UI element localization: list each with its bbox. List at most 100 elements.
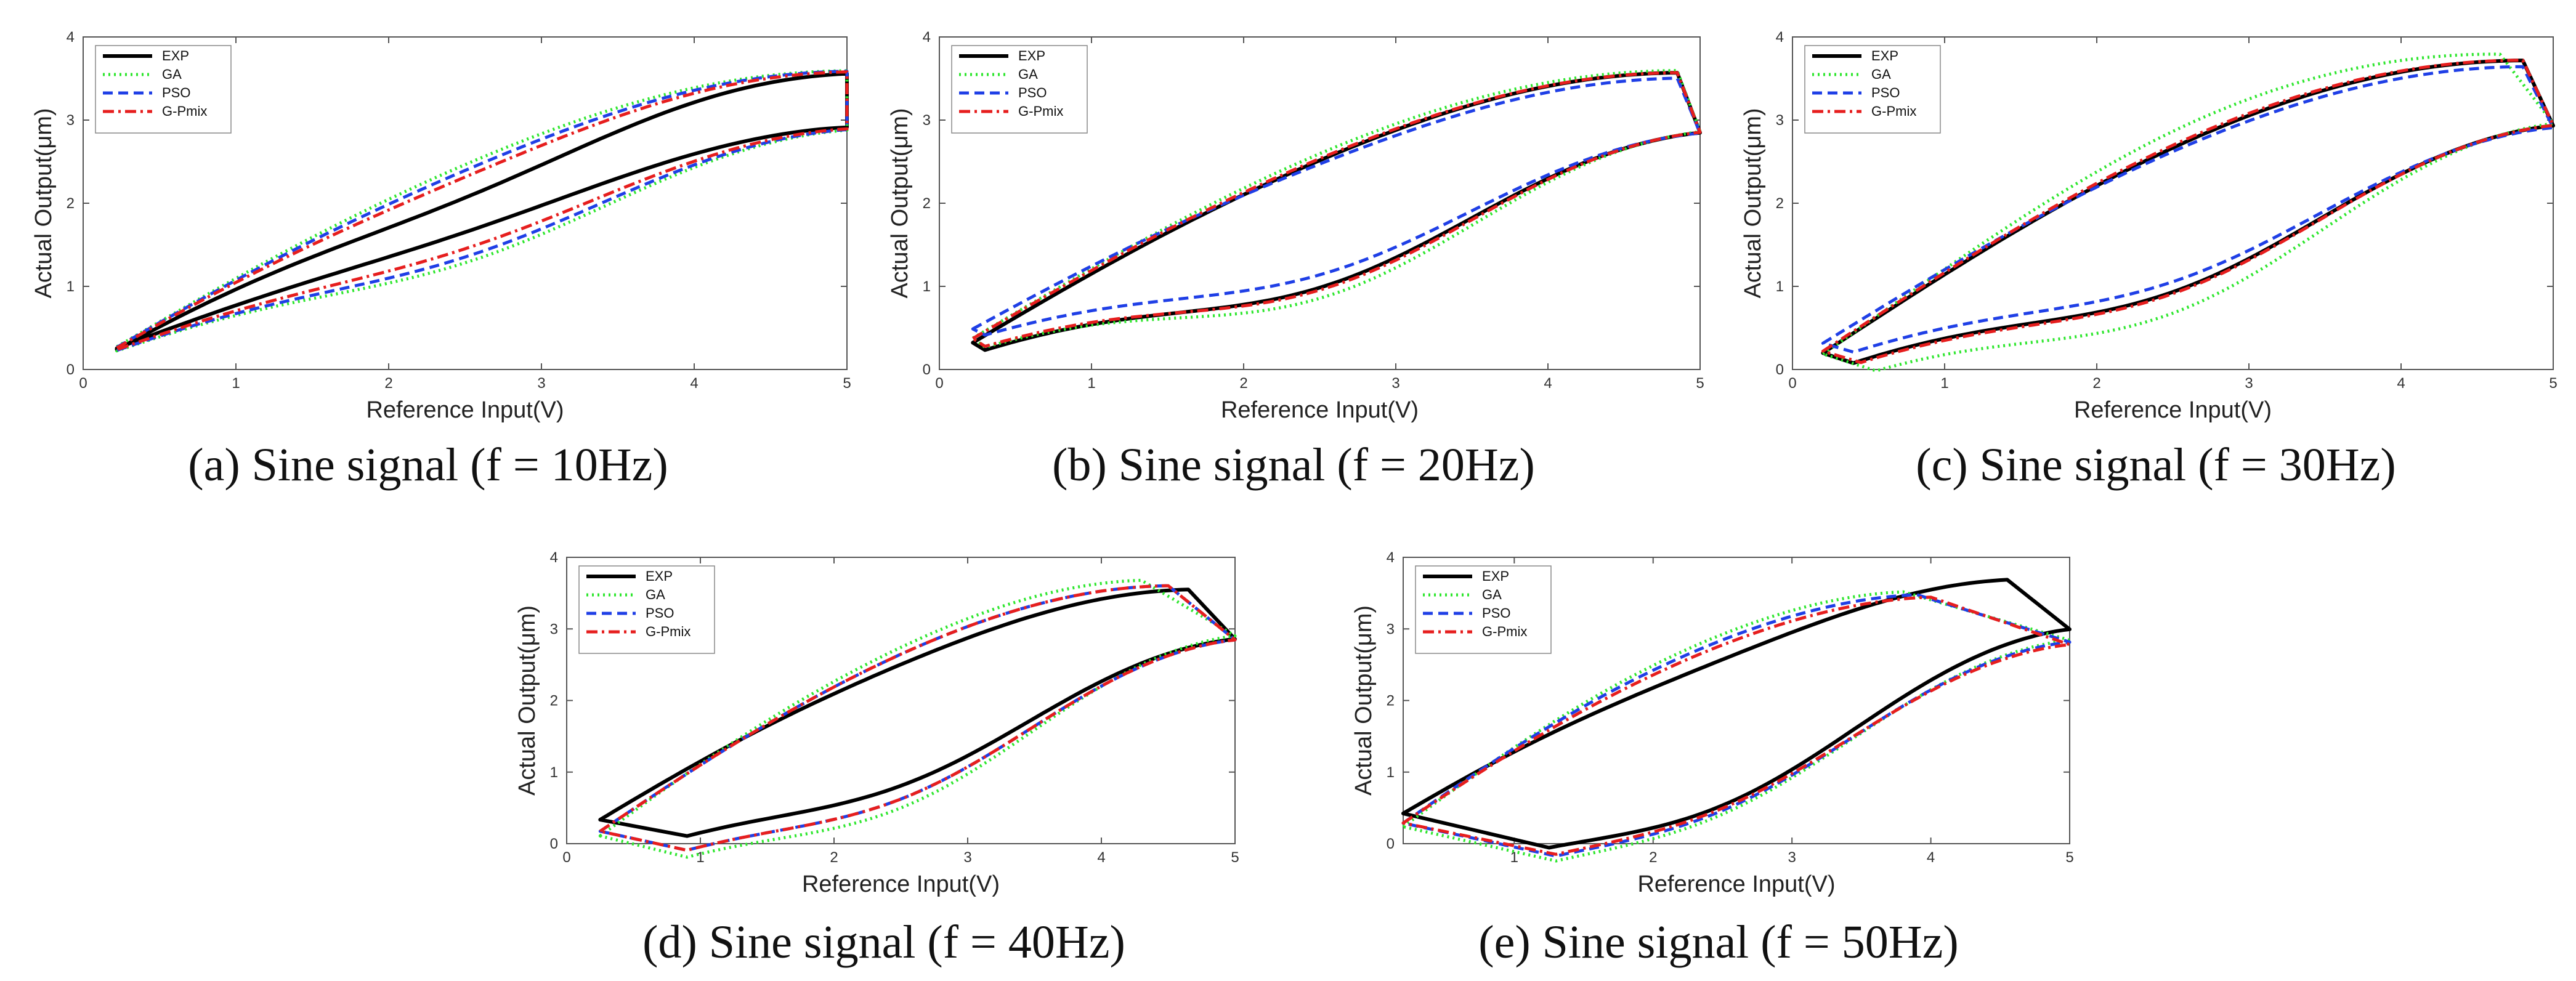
legend-label-ga: GA xyxy=(162,67,182,82)
legend-box xyxy=(95,45,232,134)
y-tick-label: 1 xyxy=(1776,278,1784,295)
legend-label-g-pmix: G-Pmix xyxy=(162,103,207,119)
legend-label-g-pmix: G-Pmix xyxy=(1018,103,1063,119)
legend-label-pso: PSO xyxy=(646,605,674,621)
x-axis-label: Reference Input(V) xyxy=(1637,871,1835,897)
series-line-pso xyxy=(115,70,849,352)
y-tick-label: 0 xyxy=(550,836,558,852)
y-axis-label: Actual Output(μm) xyxy=(1351,605,1377,796)
y-tick-label: 4 xyxy=(1387,549,1395,566)
y-tick-label: 1 xyxy=(923,278,931,295)
y-tick-label: 2 xyxy=(923,195,931,212)
series-line-g-pmix xyxy=(115,70,849,352)
x-tick-label: 5 xyxy=(2549,375,2557,392)
x-axis-label: Reference Input(V) xyxy=(1221,397,1419,423)
x-tick-label: 0 xyxy=(562,849,570,866)
caption: (d) Sine signal (f = 40Hz) xyxy=(642,916,1125,968)
series-line-g-pmix xyxy=(1401,595,2072,856)
legend-label-g-pmix: G-Pmix xyxy=(1482,624,1527,639)
series-line-ga xyxy=(598,578,1237,859)
y-tick-label: 4 xyxy=(1776,29,1784,46)
y-tick-label: 4 xyxy=(923,29,931,46)
legend-label-g-pmix: G-Pmix xyxy=(1871,103,1916,119)
series-line-g-pmix xyxy=(971,71,1702,348)
y-tick-label: 2 xyxy=(1387,693,1395,709)
x-tick-label: 2 xyxy=(830,849,838,866)
x-tick-label: 1 xyxy=(232,375,240,392)
legend-box xyxy=(1804,45,1941,134)
y-tick-label: 2 xyxy=(550,693,558,709)
x-tick-label: 5 xyxy=(843,375,851,392)
x-tick-label: 0 xyxy=(1788,375,1796,392)
legend: EXP GA PSO G-Pmix xyxy=(578,565,715,654)
x-axis-label: Reference Input(V) xyxy=(2074,397,2272,423)
legend: EXP GA PSO G-Pmix xyxy=(1804,45,1941,134)
legend-label-pso: PSO xyxy=(1871,85,1900,100)
caption: (b) Sine signal (f = 20Hz) xyxy=(1052,439,1535,491)
x-tick-label: 2 xyxy=(1649,849,1657,866)
x-tick-label: 5 xyxy=(2065,849,2073,866)
series-line-ga xyxy=(971,69,1702,349)
legend-label-exp: EXP xyxy=(1482,568,1509,584)
caption: (c) Sine signal (f = 30Hz) xyxy=(1916,439,2396,491)
legend-label-pso: PSO xyxy=(1018,85,1047,100)
legend-label-pso: PSO xyxy=(162,85,190,100)
y-tick-label: 3 xyxy=(1387,621,1395,637)
legend-box xyxy=(951,45,1088,134)
legend: EXP GA PSO G-Pmix xyxy=(1415,565,1552,654)
x-tick-label: 2 xyxy=(384,375,392,392)
y-tick-label: 3 xyxy=(923,112,931,129)
series-line-pso xyxy=(1401,593,2072,858)
y-tick-label: 0 xyxy=(1776,361,1784,378)
legend: EXP GA PSO G-Pmix xyxy=(95,45,232,134)
y-tick-label: 1 xyxy=(67,278,75,295)
x-tick-label: 3 xyxy=(2245,375,2253,392)
x-tick-label: 2 xyxy=(1239,375,1247,392)
x-tick-label: 0 xyxy=(79,375,87,392)
series-line-exp xyxy=(1401,578,2072,850)
legend-label-ga: GA xyxy=(1482,587,1502,602)
x-tick-label: 1 xyxy=(1940,375,1948,392)
x-tick-label: 4 xyxy=(2397,375,2405,392)
legend-label-ga: GA xyxy=(1018,67,1038,82)
legend-box xyxy=(578,565,715,654)
y-tick-label: 0 xyxy=(1387,836,1395,852)
legend-label-exp: EXP xyxy=(646,568,673,584)
y-tick-label: 3 xyxy=(550,621,558,637)
y-tick-label: 1 xyxy=(550,764,558,781)
y-tick-label: 3 xyxy=(1776,112,1784,129)
chart-panel-5: 1 2 3 4 5 0 1 2 3 4 Reference Input(V) Actual Outpu… xyxy=(1351,549,2074,968)
legend-label-exp: EXP xyxy=(1018,48,1045,63)
y-axis-label: Actual Output(μm) xyxy=(514,605,540,796)
x-tick-label: 4 xyxy=(1927,849,1935,866)
y-tick-label: 2 xyxy=(67,195,75,212)
legend-label-exp: EXP xyxy=(162,48,189,63)
caption: (e) Sine signal (f = 50Hz) xyxy=(1478,916,1958,968)
x-axis-label: Reference Input(V) xyxy=(802,871,1000,897)
y-tick-label: 4 xyxy=(67,29,75,46)
x-tick-label: 4 xyxy=(1097,849,1105,866)
legend-label-exp: EXP xyxy=(1871,48,1898,63)
legend-box xyxy=(1415,565,1552,654)
x-tick-label: 2 xyxy=(2092,375,2100,392)
y-tick-label: 1 xyxy=(1387,764,1395,781)
x-tick-label: 3 xyxy=(537,375,545,392)
y-tick-label: 4 xyxy=(550,549,558,566)
y-tick-label: 2 xyxy=(1776,195,1784,212)
y-tick-label: 0 xyxy=(67,361,75,378)
caption: (a) Sine signal (f = 10Hz) xyxy=(188,439,668,491)
x-axis-label: Reference Input(V) xyxy=(366,397,564,423)
y-tick-label: 3 xyxy=(67,112,75,129)
x-tick-label: 3 xyxy=(963,849,971,866)
y-axis-label: Actual Output(μm) xyxy=(1740,108,1766,298)
x-tick-label: 0 xyxy=(935,375,943,392)
series-line-exp xyxy=(115,71,849,352)
legend-label-ga: GA xyxy=(1871,67,1891,82)
x-tick-label: 1 xyxy=(1087,375,1095,392)
chart-panel-3: 0 1 2 3 4 5 0 1 2 3 4 Reference Input(V) Actual Outp… xyxy=(1740,29,2558,491)
chart-panel-2: 0 1 2 3 4 5 0 1 2 3 4 Reference Input(V) Actual Outp… xyxy=(887,29,1704,491)
x-tick-label: 3 xyxy=(1391,375,1399,392)
legend: EXP GA PSO G-Pmix xyxy=(951,45,1088,134)
x-tick-label: 5 xyxy=(1231,849,1239,866)
